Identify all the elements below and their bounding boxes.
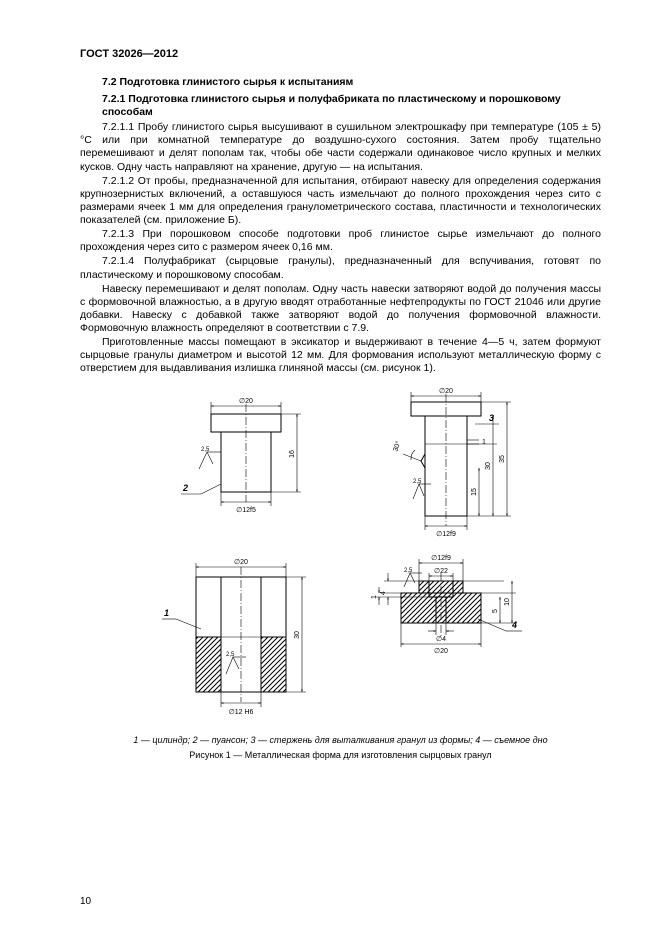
svg-text:5: 5 [492,609,499,613]
para-7-2-1-1: 7.2.1.1 Пробу глинистого сырья высушиваю… [80,121,601,174]
svg-text:∅12 H6: ∅12 H6 [228,709,253,716]
svg-text:∅4: ∅4 [436,636,446,643]
svg-text:2: 2 [182,483,188,493]
section-7-2-1: 7.2.1 Подготовка глинистого сырья и полу… [102,93,601,119]
section-7-2: 7.2 Подготовка глинистого сырья к испыта… [102,76,601,89]
svg-text:∅12f9: ∅12f9 [431,555,451,562]
page-number: 10 [80,896,91,909]
svg-text:30°: 30° [391,439,402,452]
drawing-base: ∅12f9 ∅22 ∅4 ∅20 10 5 4 1 2,5 4 [356,549,526,723]
svg-text:3: 3 [489,413,494,423]
drawing-punch: ∅20 ∅12f5 16 2,5 2 [161,384,321,543]
para-7-2-1-3: 7.2.1.3 При порошковом способе подготовк… [80,228,601,254]
svg-text:35: 35 [499,455,506,463]
svg-text:∅20: ∅20 [434,648,448,655]
doc-header: ГОСТ 32026—2012 [80,48,601,62]
svg-text:16: 16 [289,450,296,458]
drawing-pin: ∅20 ∅12f9 35 30 15 30° 2,5 3 1 [361,384,521,543]
para-7-2-1-2: 7.2.1.2 От пробы, предназначенной для ис… [80,175,601,228]
svg-text:2,5: 2,5 [226,652,235,658]
figure-1: ∅20 ∅12f5 16 2,5 2 ∅20 ∅12f9 35 30 15 30… [80,384,601,762]
svg-text:∅12f9: ∅12f9 [436,531,456,538]
svg-text:1: 1 [164,608,169,618]
svg-text:∅20: ∅20 [439,388,453,395]
svg-text:30: 30 [294,631,301,639]
para-a: Навеску перемешивают и делят пополам. Од… [80,283,601,336]
svg-text:∅20: ∅20 [234,559,248,566]
svg-text:2,5: 2,5 [413,479,422,485]
svg-text:∅20: ∅20 [239,398,253,405]
svg-text:1: 1 [482,439,486,446]
para-7-2-1-4: 7.2.1.4 Полуфабрикат (сырцовые гранулы),… [80,255,601,281]
svg-text:∅12f5: ∅12f5 [236,507,256,514]
svg-text:10: 10 [504,598,511,606]
svg-text:30: 30 [485,462,492,470]
svg-text:15: 15 [471,488,478,496]
drawing-cylinder: ∅20 ∅12 H6 30 2,5 1 [156,549,316,723]
para-b: Приготовленные массы помещают в эксикато… [80,336,601,375]
svg-text:4: 4 [380,591,387,595]
svg-text:1: 1 [371,595,378,599]
figure-legend: 1 — цилиндр; 2 — пуансон; 3 — стержень д… [133,735,547,746]
svg-text:2,5: 2,5 [201,447,210,453]
svg-text:4: 4 [511,620,517,630]
svg-text:2,5: 2,5 [404,568,413,574]
figure-caption: Рисунок 1 — Металлическая форма для изго… [189,750,491,761]
